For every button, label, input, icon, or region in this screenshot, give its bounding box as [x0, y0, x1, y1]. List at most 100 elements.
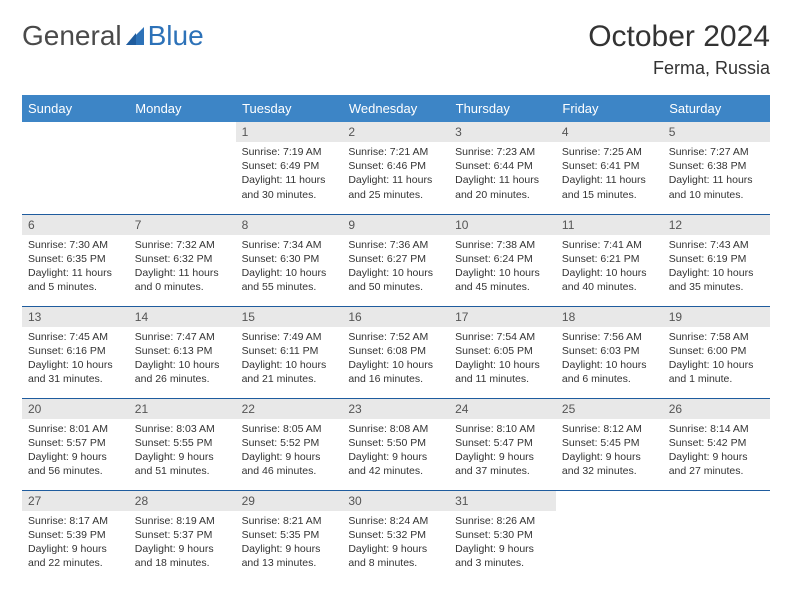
sunset-text: Sunset: 6:32 PM — [135, 252, 230, 266]
daylight-text: Daylight: 10 hours and 16 minutes. — [348, 358, 443, 386]
calendar-day-cell: 26Sunrise: 8:14 AMSunset: 5:42 PMDayligh… — [663, 398, 770, 490]
calendar-day-cell: 11Sunrise: 7:41 AMSunset: 6:21 PMDayligh… — [556, 214, 663, 306]
calendar-day-cell: 27Sunrise: 8:17 AMSunset: 5:39 PMDayligh… — [22, 490, 129, 582]
calendar-day-cell: 3Sunrise: 7:23 AMSunset: 6:44 PMDaylight… — [449, 122, 556, 214]
day-data: Sunrise: 7:49 AMSunset: 6:11 PMDaylight:… — [236, 327, 343, 393]
calendar-day-cell: 29Sunrise: 8:21 AMSunset: 5:35 PMDayligh… — [236, 490, 343, 582]
day-number: 6 — [22, 215, 129, 235]
calendar-day-cell: 21Sunrise: 8:03 AMSunset: 5:55 PMDayligh… — [129, 398, 236, 490]
day-data: Sunrise: 7:54 AMSunset: 6:05 PMDaylight:… — [449, 327, 556, 393]
daylight-text: Daylight: 10 hours and 1 minute. — [669, 358, 764, 386]
daylight-text: Daylight: 10 hours and 11 minutes. — [455, 358, 550, 386]
day-data: Sunrise: 8:21 AMSunset: 5:35 PMDaylight:… — [236, 511, 343, 577]
day-number: 24 — [449, 399, 556, 419]
sunrise-text: Sunrise: 7:43 AM — [669, 238, 764, 252]
sunrise-text: Sunrise: 8:17 AM — [28, 514, 123, 528]
day-number: 31 — [449, 491, 556, 511]
sunrise-text: Sunrise: 7:38 AM — [455, 238, 550, 252]
sunset-text: Sunset: 6:08 PM — [348, 344, 443, 358]
sunset-text: Sunset: 6:00 PM — [669, 344, 764, 358]
daylight-text: Daylight: 10 hours and 45 minutes. — [455, 266, 550, 294]
day-number: 16 — [342, 307, 449, 327]
day-data: Sunrise: 8:08 AMSunset: 5:50 PMDaylight:… — [342, 419, 449, 485]
daylight-text: Daylight: 10 hours and 50 minutes. — [348, 266, 443, 294]
sunset-text: Sunset: 6:49 PM — [242, 159, 337, 173]
day-data: Sunrise: 8:05 AMSunset: 5:52 PMDaylight:… — [236, 419, 343, 485]
sunrise-text: Sunrise: 8:24 AM — [348, 514, 443, 528]
day-data: Sunrise: 8:19 AMSunset: 5:37 PMDaylight:… — [129, 511, 236, 577]
sunset-text: Sunset: 5:35 PM — [242, 528, 337, 542]
weekday-header: Friday — [556, 95, 663, 122]
weekday-header: Tuesday — [236, 95, 343, 122]
sunrise-text: Sunrise: 7:27 AM — [669, 145, 764, 159]
sunrise-text: Sunrise: 8:08 AM — [348, 422, 443, 436]
sunrise-text: Sunrise: 8:05 AM — [242, 422, 337, 436]
day-data: Sunrise: 7:58 AMSunset: 6:00 PMDaylight:… — [663, 327, 770, 393]
day-number: 26 — [663, 399, 770, 419]
daylight-text: Daylight: 9 hours and 56 minutes. — [28, 450, 123, 478]
day-data: Sunrise: 8:14 AMSunset: 5:42 PMDaylight:… — [663, 419, 770, 485]
calendar-day-cell: 22Sunrise: 8:05 AMSunset: 5:52 PMDayligh… — [236, 398, 343, 490]
sunrise-text: Sunrise: 8:03 AM — [135, 422, 230, 436]
location-label: Ferma, Russia — [588, 58, 770, 79]
day-data: Sunrise: 7:25 AMSunset: 6:41 PMDaylight:… — [556, 142, 663, 208]
daylight-text: Daylight: 9 hours and 46 minutes. — [242, 450, 337, 478]
sunset-text: Sunset: 6:46 PM — [348, 159, 443, 173]
sunset-text: Sunset: 6:44 PM — [455, 159, 550, 173]
day-number: 10 — [449, 215, 556, 235]
day-data: Sunrise: 7:36 AMSunset: 6:27 PMDaylight:… — [342, 235, 449, 301]
calendar-day-cell: 16 Sunrise: 7:52 AMSunset: 6:08 PMDayligh… — [342, 306, 449, 398]
header: General Blue October 2024 Ferma, Russia — [22, 20, 770, 79]
sunset-text: Sunset: 6:16 PM — [28, 344, 123, 358]
sunrise-text: Sunrise: 8:14 AM — [669, 422, 764, 436]
day-data: Sunrise: 7:19 AMSunset: 6:49 PMDaylight:… — [236, 142, 343, 208]
sunset-text: Sunset: 6:41 PM — [562, 159, 657, 173]
weekday-header: Monday — [129, 95, 236, 122]
sunrise-text: Sunrise: 7:21 AM — [348, 145, 443, 159]
sunrise-text: Sunrise: 7:41 AM — [562, 238, 657, 252]
day-number: 13 — [22, 307, 129, 327]
calendar-day-cell: 24Sunrise: 8:10 AMSunset: 5:47 PMDayligh… — [449, 398, 556, 490]
day-number: 17 — [449, 307, 556, 327]
sunset-text: Sunset: 6:27 PM — [348, 252, 443, 266]
sunset-text: Sunset: 6:35 PM — [28, 252, 123, 266]
day-data: Sunrise: 7:32 AMSunset: 6:32 PMDaylight:… — [129, 235, 236, 301]
daylight-text: Daylight: 10 hours and 31 minutes. — [28, 358, 123, 386]
sunset-text: Sunset: 5:30 PM — [455, 528, 550, 542]
weekday-header: Saturday — [663, 95, 770, 122]
daylight-text: Daylight: 10 hours and 6 minutes. — [562, 358, 657, 386]
day-number: 1 — [236, 122, 343, 142]
day-data: Sunrise: 7:56 AMSunset: 6:03 PMDaylight:… — [556, 327, 663, 393]
calendar-table: SundayMondayTuesdayWednesdayThursdayFrid… — [22, 95, 770, 582]
sunset-text: Sunset: 6:05 PM — [455, 344, 550, 358]
day-number: 3 — [449, 122, 556, 142]
day-number: 9 — [342, 215, 449, 235]
sunrise-text: Sunrise: 7:32 AM — [135, 238, 230, 252]
daylight-text: Daylight: 10 hours and 26 minutes. — [135, 358, 230, 386]
sunrise-text: Sunrise: 8:10 AM — [455, 422, 550, 436]
calendar-day-cell: 20Sunrise: 8:01 AMSunset: 5:57 PMDayligh… — [22, 398, 129, 490]
sunrise-text: Sunrise: 8:12 AM — [562, 422, 657, 436]
sunrise-text: Sunrise: 7:52 AM — [348, 330, 443, 344]
daylight-text: Daylight: 9 hours and 13 minutes. — [242, 542, 337, 570]
daylight-text: Daylight: 9 hours and 32 minutes. — [562, 450, 657, 478]
day-number: 19 — [663, 307, 770, 327]
sunset-text: Sunset: 5:47 PM — [455, 436, 550, 450]
sunset-text: Sunset: 6:24 PM — [455, 252, 550, 266]
calendar-week-row: 6Sunrise: 7:30 AMSunset: 6:35 PMDaylight… — [22, 214, 770, 306]
calendar-day-cell: 4Sunrise: 7:25 AMSunset: 6:41 PMDaylight… — [556, 122, 663, 214]
calendar-day-cell: 31Sunrise: 8:26 AMSunset: 5:30 PMDayligh… — [449, 490, 556, 582]
calendar-day-cell: 28Sunrise: 8:19 AMSunset: 5:37 PMDayligh… — [129, 490, 236, 582]
day-number: 14 — [129, 307, 236, 327]
sunrise-text: Sunrise: 8:01 AM — [28, 422, 123, 436]
daylight-text: Daylight: 9 hours and 42 minutes. — [348, 450, 443, 478]
sunset-text: Sunset: 5:39 PM — [28, 528, 123, 542]
day-number: 18 — [556, 307, 663, 327]
daylight-text: Daylight: 10 hours and 40 minutes. — [562, 266, 657, 294]
sunset-text: Sunset: 5:57 PM — [28, 436, 123, 450]
day-number: 23 — [342, 399, 449, 419]
sunset-text: Sunset: 6:19 PM — [669, 252, 764, 266]
sunset-text: Sunset: 5:50 PM — [348, 436, 443, 450]
calendar-day-cell: 25Sunrise: 8:12 AMSunset: 5:45 PMDayligh… — [556, 398, 663, 490]
day-number: 30 — [342, 491, 449, 511]
